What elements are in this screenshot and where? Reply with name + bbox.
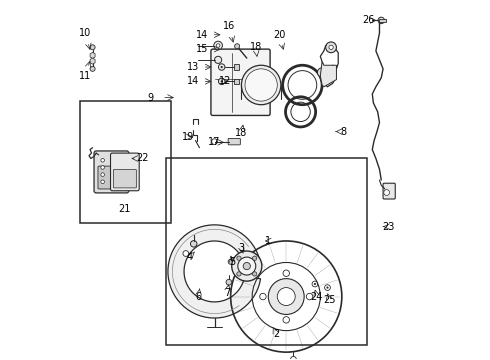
Circle shape bbox=[245, 69, 277, 101]
Circle shape bbox=[378, 17, 385, 24]
Text: 24: 24 bbox=[311, 292, 323, 302]
Circle shape bbox=[283, 317, 290, 323]
Circle shape bbox=[90, 45, 95, 50]
Text: 2: 2 bbox=[273, 329, 279, 339]
Circle shape bbox=[326, 287, 329, 289]
Circle shape bbox=[219, 64, 225, 70]
Circle shape bbox=[240, 251, 246, 256]
Circle shape bbox=[314, 283, 316, 285]
Circle shape bbox=[226, 279, 232, 285]
Text: 14: 14 bbox=[187, 76, 199, 86]
Circle shape bbox=[101, 166, 104, 169]
FancyBboxPatch shape bbox=[211, 49, 270, 116]
Circle shape bbox=[238, 257, 256, 275]
Text: 14: 14 bbox=[196, 30, 208, 40]
Bar bbox=[80, 101, 172, 223]
Circle shape bbox=[283, 270, 290, 276]
Polygon shape bbox=[234, 78, 239, 84]
Text: 11: 11 bbox=[79, 71, 92, 81]
Circle shape bbox=[191, 240, 197, 247]
Text: 18: 18 bbox=[249, 42, 262, 52]
Text: 16: 16 bbox=[223, 21, 235, 31]
Circle shape bbox=[243, 262, 250, 270]
Text: 4: 4 bbox=[186, 252, 193, 262]
Circle shape bbox=[101, 173, 104, 176]
FancyBboxPatch shape bbox=[98, 166, 125, 189]
Circle shape bbox=[101, 180, 104, 184]
Text: 20: 20 bbox=[273, 30, 285, 40]
Circle shape bbox=[252, 256, 257, 260]
Circle shape bbox=[220, 80, 223, 82]
Text: 3: 3 bbox=[238, 243, 245, 253]
Circle shape bbox=[228, 259, 233, 264]
Circle shape bbox=[318, 68, 327, 77]
FancyBboxPatch shape bbox=[94, 151, 129, 193]
Polygon shape bbox=[379, 19, 386, 22]
FancyBboxPatch shape bbox=[228, 138, 240, 145]
Circle shape bbox=[326, 42, 337, 53]
Circle shape bbox=[237, 256, 241, 260]
Polygon shape bbox=[90, 58, 95, 64]
Circle shape bbox=[215, 56, 221, 63]
Text: 12: 12 bbox=[219, 76, 231, 86]
Circle shape bbox=[306, 293, 313, 300]
FancyBboxPatch shape bbox=[113, 170, 136, 188]
Text: 19: 19 bbox=[181, 132, 194, 142]
Text: 5: 5 bbox=[229, 257, 236, 267]
Bar bbox=[166, 158, 367, 345]
Text: 23: 23 bbox=[382, 222, 394, 231]
Circle shape bbox=[183, 251, 189, 256]
Circle shape bbox=[216, 44, 220, 47]
Circle shape bbox=[90, 66, 95, 71]
Polygon shape bbox=[90, 52, 95, 58]
Circle shape bbox=[232, 251, 262, 281]
Circle shape bbox=[260, 293, 266, 300]
Text: 1: 1 bbox=[265, 236, 271, 246]
Circle shape bbox=[252, 272, 257, 276]
Text: 15: 15 bbox=[196, 44, 208, 54]
Text: 18: 18 bbox=[235, 129, 247, 138]
Circle shape bbox=[237, 272, 241, 276]
Circle shape bbox=[220, 66, 223, 68]
Text: 13: 13 bbox=[187, 62, 199, 72]
Circle shape bbox=[384, 190, 390, 195]
Circle shape bbox=[277, 288, 295, 306]
FancyBboxPatch shape bbox=[111, 153, 139, 191]
Text: 6: 6 bbox=[196, 292, 201, 302]
Text: 10: 10 bbox=[79, 28, 92, 38]
FancyBboxPatch shape bbox=[383, 183, 395, 199]
Text: 22: 22 bbox=[137, 153, 149, 163]
Circle shape bbox=[242, 65, 281, 105]
Text: 8: 8 bbox=[341, 127, 347, 136]
Circle shape bbox=[214, 41, 222, 50]
Circle shape bbox=[329, 45, 333, 49]
Circle shape bbox=[269, 279, 304, 315]
Text: 26: 26 bbox=[363, 15, 375, 26]
Circle shape bbox=[219, 78, 225, 85]
Polygon shape bbox=[320, 62, 337, 87]
Text: 7: 7 bbox=[224, 288, 230, 298]
Text: 21: 21 bbox=[119, 204, 131, 214]
Polygon shape bbox=[168, 225, 261, 318]
Text: 9: 9 bbox=[147, 93, 153, 103]
Polygon shape bbox=[234, 64, 239, 70]
Text: 25: 25 bbox=[323, 295, 336, 305]
Circle shape bbox=[235, 44, 240, 49]
Circle shape bbox=[101, 158, 104, 162]
Text: 17: 17 bbox=[208, 138, 220, 147]
